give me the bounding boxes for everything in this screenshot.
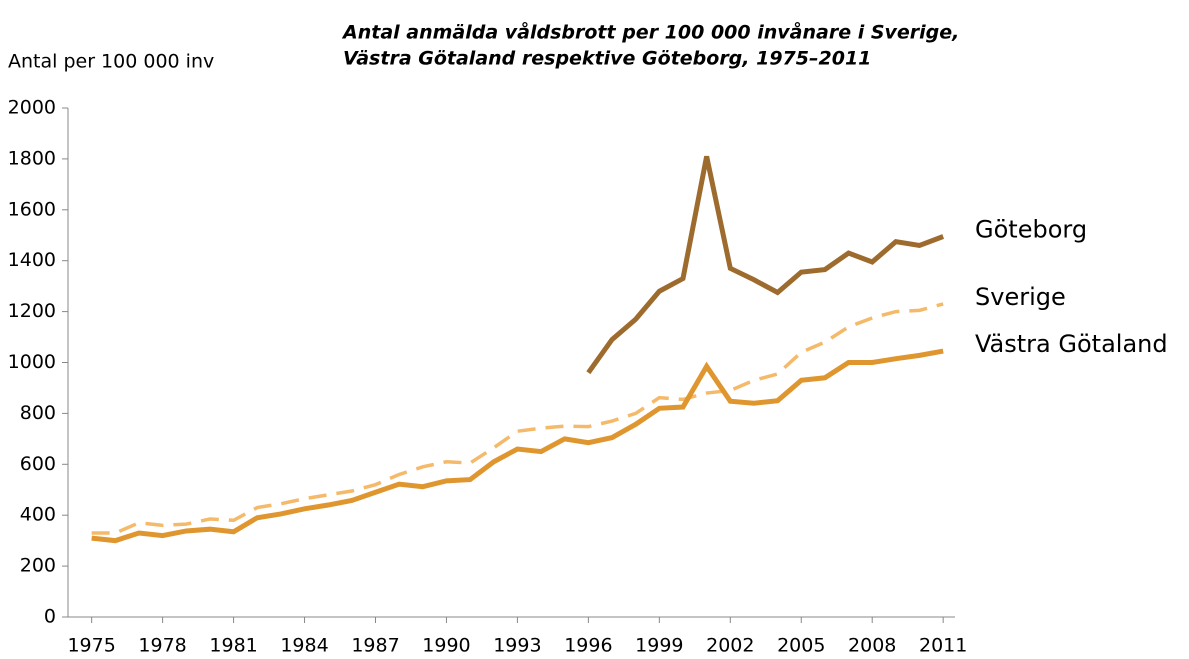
x-tick-label: 1993 — [493, 635, 541, 657]
x-tick-label: 2002 — [706, 635, 754, 657]
y-tick-label: 1800 — [8, 147, 56, 169]
chart-title: Västra Götaland respektive Göteborg, 197… — [343, 48, 871, 70]
x-tick-label: 2008 — [848, 635, 896, 657]
y-tick-label: 1400 — [8, 249, 56, 271]
series-label: Västra Götaland — [975, 330, 1168, 358]
series-label: Sverige — [975, 283, 1066, 311]
line-series — [91, 348, 944, 544]
y-tick-label: 1600 — [8, 198, 56, 220]
x-tick-label: 1984 — [280, 635, 328, 657]
x-tick-label: 2011 — [919, 635, 967, 657]
y-tick-label: 400 — [20, 504, 56, 526]
y-tick-label: 200 — [20, 555, 56, 577]
y-axis-label: Antal per 100 000 inv — [8, 51, 214, 73]
y-tick-label: 2000 — [8, 97, 56, 119]
y-tick-label: 0 — [44, 606, 56, 628]
y-tick-label: 1000 — [8, 351, 56, 373]
x-tick-label: 1990 — [422, 635, 470, 657]
x-tick-label: 1987 — [351, 635, 399, 657]
x-tick-label: 1999 — [635, 635, 683, 657]
chart-title: Antal anmälda våldsbrott per 100 000 inv… — [341, 20, 959, 44]
x-tick-label: 2005 — [777, 635, 825, 657]
y-tick-label: 600 — [20, 453, 56, 475]
x-tick-label: 1978 — [138, 635, 186, 657]
y-tick-label: 800 — [20, 402, 56, 424]
x-tick-label: 1981 — [209, 635, 257, 657]
line-series — [91, 302, 944, 535]
line-series — [586, 155, 945, 375]
y-tick-label: 1200 — [8, 300, 56, 322]
series-label: Göteborg — [975, 216, 1087, 244]
x-tick-label: 1975 — [67, 635, 115, 657]
x-tick-label: 1996 — [564, 635, 612, 657]
